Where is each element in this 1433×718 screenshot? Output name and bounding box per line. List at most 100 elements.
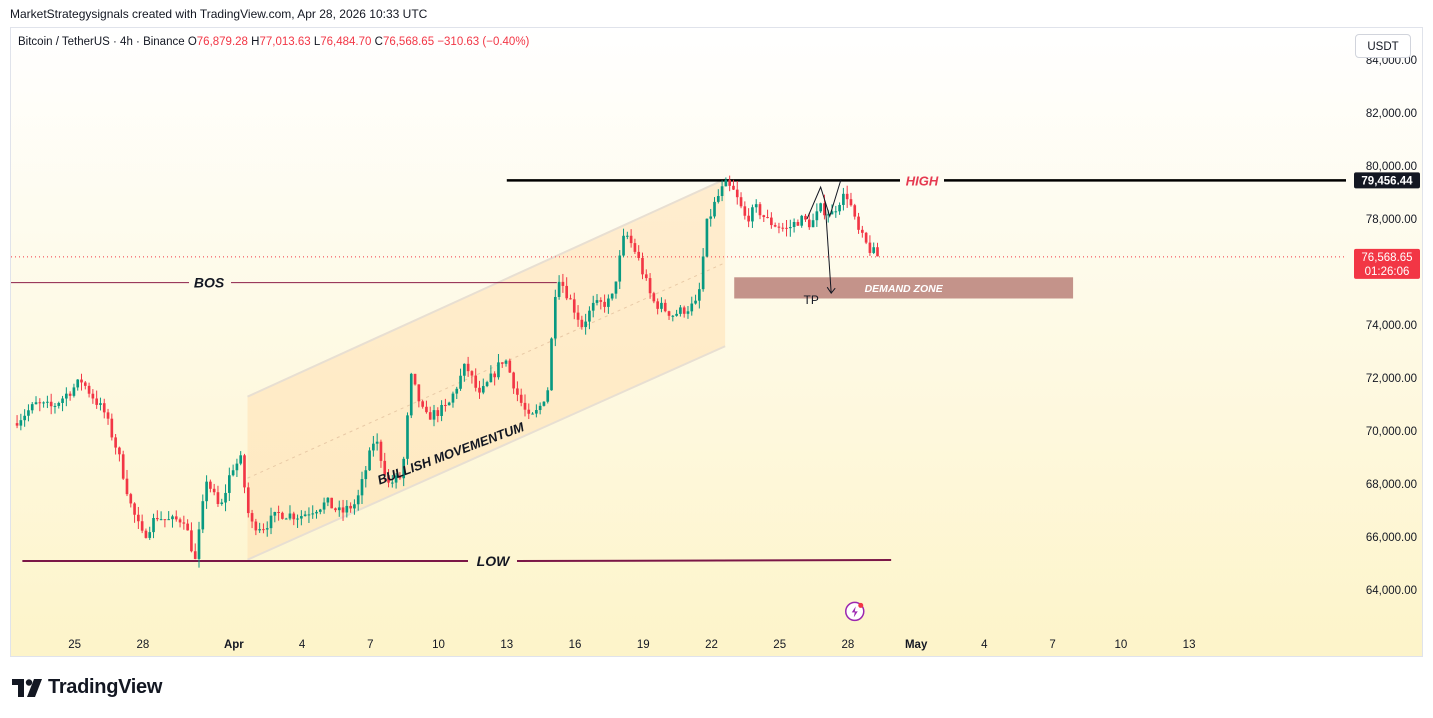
channel-lower-line[interactable] bbox=[247, 345, 726, 561]
candle-up[interactable] bbox=[838, 204, 841, 212]
candle-down[interactable] bbox=[493, 373, 496, 378]
candle-down[interactable] bbox=[129, 494, 133, 504]
candle-down[interactable] bbox=[186, 523, 189, 531]
candle-down[interactable] bbox=[15, 423, 19, 426]
candle-up[interactable] bbox=[432, 410, 436, 420]
candle-down[interactable] bbox=[413, 373, 417, 385]
candle-down[interactable] bbox=[212, 488, 216, 493]
candle-up[interactable] bbox=[614, 281, 618, 294]
candle-up[interactable] bbox=[546, 390, 550, 402]
candle-up[interactable] bbox=[834, 211, 838, 213]
candle-up[interactable] bbox=[451, 393, 455, 403]
candle-up[interactable] bbox=[99, 403, 102, 405]
candle-up[interactable] bbox=[660, 302, 663, 309]
candle-down[interactable] bbox=[823, 203, 826, 216]
candle-up[interactable] bbox=[76, 379, 80, 388]
candle-up[interactable] bbox=[368, 450, 371, 471]
candle-up[interactable] bbox=[72, 387, 76, 396]
candle-down[interactable] bbox=[250, 513, 254, 522]
candle-up[interactable] bbox=[626, 235, 629, 237]
candle-up[interactable] bbox=[588, 310, 591, 322]
candle-down[interactable] bbox=[682, 307, 686, 314]
candle-down[interactable] bbox=[137, 514, 140, 522]
candle-down[interactable] bbox=[516, 388, 519, 395]
candle-down[interactable] bbox=[747, 215, 750, 222]
candle-down[interactable] bbox=[758, 204, 762, 216]
candle-up[interactable] bbox=[220, 502, 224, 505]
candle-up[interactable] bbox=[409, 373, 413, 416]
candle-up[interactable] bbox=[671, 315, 675, 317]
candle-up[interactable] bbox=[394, 475, 398, 483]
candle-up[interactable] bbox=[622, 235, 625, 256]
candle-up[interactable] bbox=[171, 516, 174, 520]
candle-down[interactable] bbox=[379, 441, 383, 461]
candle-up[interactable] bbox=[584, 321, 587, 328]
candle-up[interactable] bbox=[686, 311, 690, 314]
candle-up[interactable] bbox=[690, 303, 694, 312]
candle-up[interactable] bbox=[815, 211, 819, 221]
candle-up[interactable] bbox=[489, 373, 493, 383]
candle-up[interactable] bbox=[65, 393, 68, 399]
candle-down[interactable] bbox=[80, 379, 83, 383]
candle-down[interactable] bbox=[743, 206, 747, 216]
candle-down[interactable] bbox=[246, 487, 250, 514]
candle-up[interactable] bbox=[360, 479, 364, 496]
candle-down[interactable] bbox=[561, 281, 565, 286]
candle-up[interactable] bbox=[402, 458, 406, 479]
candle-up[interactable] bbox=[675, 313, 678, 316]
candle-down[interactable] bbox=[849, 199, 853, 206]
candle-up[interactable] bbox=[694, 300, 697, 304]
candle-down[interactable] bbox=[766, 217, 769, 219]
candle-down[interactable] bbox=[807, 219, 811, 228]
candle-down[interactable] bbox=[777, 226, 781, 228]
candle-down[interactable] bbox=[523, 402, 527, 410]
candle-down[interactable] bbox=[572, 299, 576, 313]
candle-down[interactable] bbox=[785, 227, 788, 229]
candle-up[interactable] bbox=[364, 470, 368, 480]
candle-up[interactable] bbox=[326, 497, 330, 503]
candle-up[interactable] bbox=[826, 214, 830, 216]
candle-up[interactable] bbox=[269, 515, 273, 529]
candle-up[interactable] bbox=[315, 511, 318, 514]
currency-button[interactable]: USDT bbox=[1355, 34, 1411, 58]
candle-down[interactable] bbox=[209, 481, 212, 489]
candle-up[interactable] bbox=[159, 519, 163, 521]
candle-down[interactable] bbox=[144, 530, 148, 538]
candle-down[interactable] bbox=[648, 278, 652, 294]
candle-down[interactable] bbox=[277, 511, 280, 513]
candle-up[interactable] bbox=[205, 481, 208, 502]
candle-down[interactable] bbox=[512, 372, 515, 389]
candle-down[interactable] bbox=[140, 521, 144, 531]
candle-down[interactable] bbox=[599, 300, 603, 302]
candle-up[interactable] bbox=[504, 360, 508, 364]
candle-up[interactable] bbox=[459, 375, 462, 389]
candle-up[interactable] bbox=[455, 388, 459, 394]
candle-down[interactable] bbox=[796, 222, 800, 226]
candle-down[interactable] bbox=[49, 401, 53, 407]
candle-down[interactable] bbox=[383, 460, 387, 476]
candle-up[interactable] bbox=[531, 413, 534, 415]
candle-up[interactable] bbox=[485, 382, 489, 387]
candle-up[interactable] bbox=[152, 517, 155, 533]
candle-up[interactable] bbox=[265, 528, 269, 530]
candle-up[interactable] bbox=[235, 463, 239, 471]
candle-down[interactable] bbox=[853, 205, 857, 217]
symbol-name[interactable]: Bitcoin / TetherUS · 4h · Binance bbox=[18, 36, 185, 48]
candle-down[interactable] bbox=[425, 406, 428, 413]
candle-down[interactable] bbox=[102, 403, 106, 413]
candle-up[interactable] bbox=[296, 518, 299, 520]
candle-up[interactable] bbox=[788, 227, 792, 229]
candle-up[interactable] bbox=[148, 532, 152, 538]
candle-up[interactable] bbox=[239, 455, 243, 464]
candle-down[interactable] bbox=[629, 235, 633, 244]
candle-up[interactable] bbox=[538, 405, 542, 411]
candle-up[interactable] bbox=[406, 415, 409, 459]
candle-down[interactable] bbox=[106, 412, 110, 419]
demand-zone[interactable] bbox=[734, 277, 1074, 299]
candle-down[interactable] bbox=[87, 385, 91, 394]
candle-up[interactable] bbox=[228, 475, 231, 493]
candle-up[interactable] bbox=[318, 509, 322, 512]
candle-down[interactable] bbox=[163, 519, 167, 521]
candle-down[interactable] bbox=[387, 475, 390, 483]
candle-down[interactable] bbox=[398, 475, 402, 479]
